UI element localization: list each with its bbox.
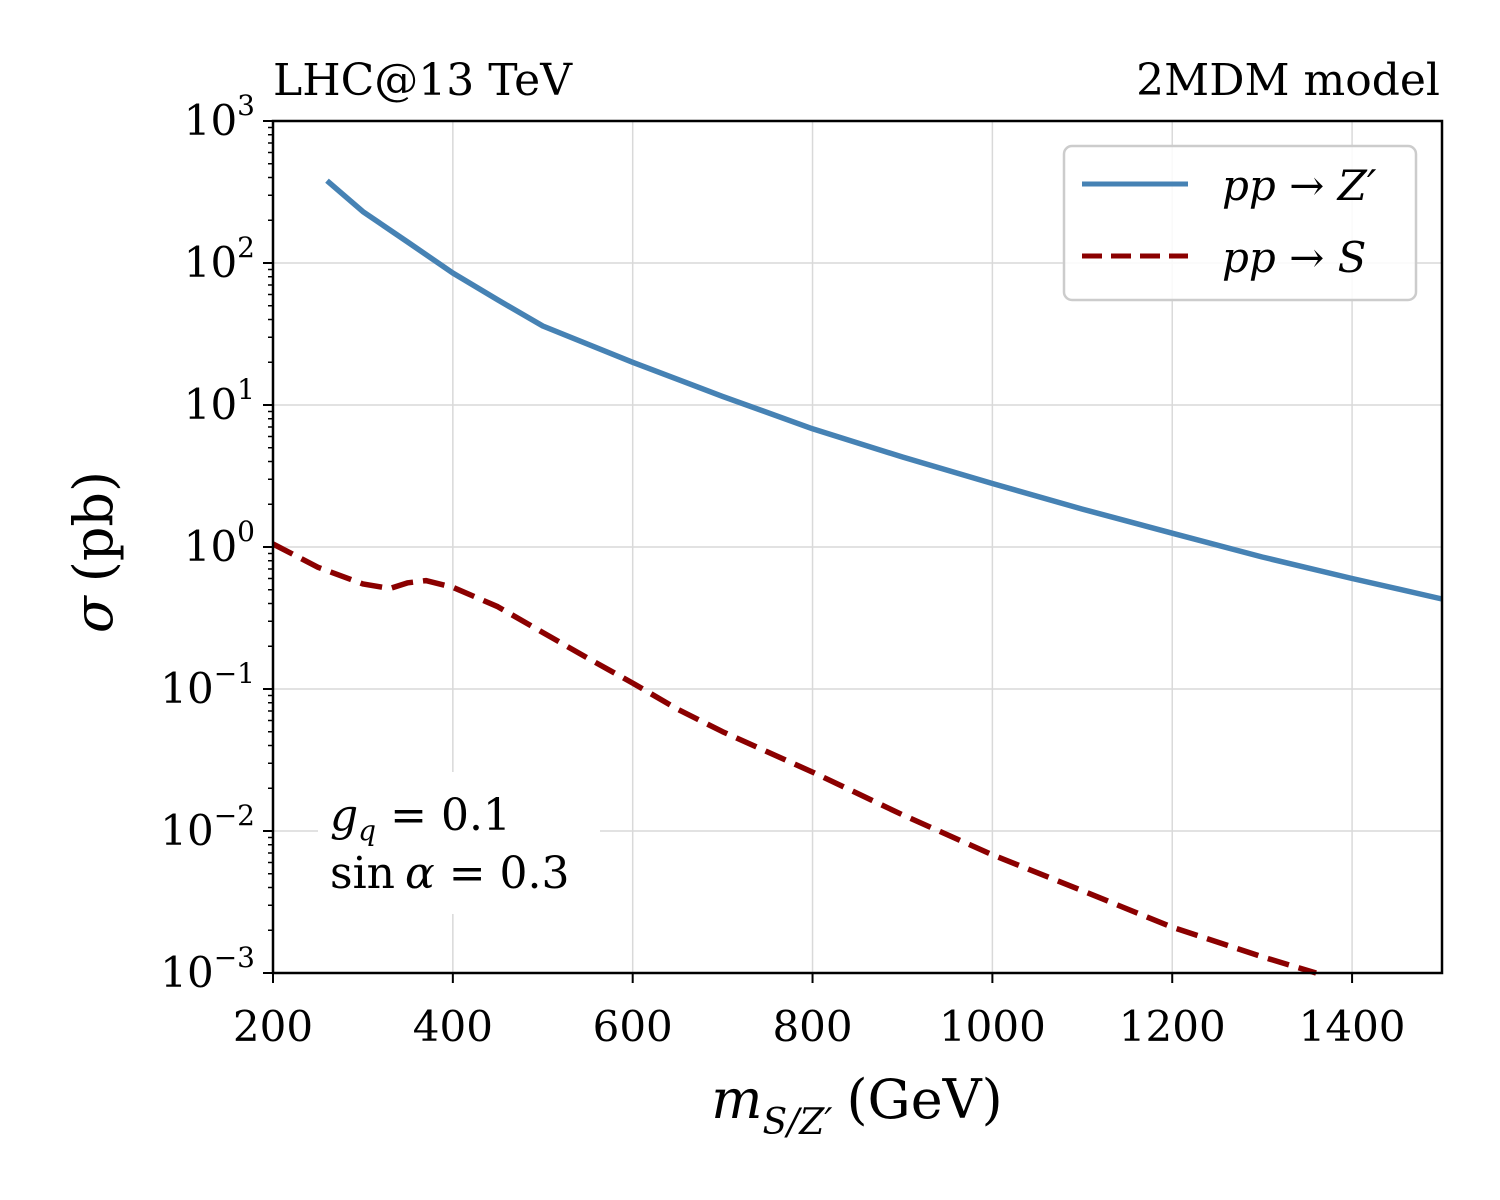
x-tick-label: 600 — [593, 1002, 673, 1051]
y-tick-label: 100 — [184, 515, 255, 571]
annotation-mixing: sin α = 0.3 — [330, 848, 570, 899]
legend-label-s: pp → S — [1222, 233, 1366, 282]
x-tick-label: 1400 — [1299, 1002, 1406, 1051]
x-axis-label-unit: (GeV) — [846, 1068, 1002, 1131]
series-line-s — [271, 541, 1317, 976]
y-tick-label: 101 — [184, 373, 255, 429]
x-tick-label: 1000 — [939, 1002, 1046, 1051]
y-tick-label: 10−3 — [160, 941, 255, 997]
legend-label-z-prime: pp → Z′ — [1222, 161, 1377, 210]
annotation-coupling: gq = 0.1 — [330, 790, 511, 847]
y-tick-label: 102 — [184, 231, 255, 287]
x-tick-label: 400 — [413, 1002, 493, 1051]
y-tick-label: 103 — [184, 89, 255, 145]
x-tick-label: 200 — [233, 1002, 313, 1051]
x-tick-labels: 200 400 600 800 1000 1200 1400 — [233, 1002, 1406, 1051]
x-tick-label: 800 — [772, 1002, 852, 1051]
series-layer — [271, 178, 1443, 976]
x-axis-label-sub: S/Z′ — [763, 1102, 833, 1143]
y-tick-label: 10−2 — [160, 799, 255, 855]
series-line-z-prime — [325, 178, 1443, 602]
x-axis-label: mS/Z′ (GeV) — [711, 1068, 1002, 1143]
title-left: LHC@13 TeV — [273, 55, 573, 106]
major-ticks — [263, 120, 1354, 983]
legend: pp → Z′ pp → S — [1062, 144, 1418, 302]
y-axis-label-symbol: σ — [62, 594, 125, 633]
y-axis-label-unit: (pb) — [62, 471, 125, 582]
y-tick-label: 10−1 — [160, 657, 255, 713]
title-right: 2MDM model — [1136, 55, 1440, 106]
x-axis-label-var: m — [711, 1068, 762, 1131]
y-tick-labels: 103 102 101 100 10−1 10−2 10−3 — [160, 89, 255, 997]
x-tick-label: 1200 — [1119, 1002, 1226, 1051]
annotation-box: gq = 0.1 sin α = 0.3 — [318, 772, 600, 914]
y-axis-label: σ (pb) — [62, 471, 125, 633]
